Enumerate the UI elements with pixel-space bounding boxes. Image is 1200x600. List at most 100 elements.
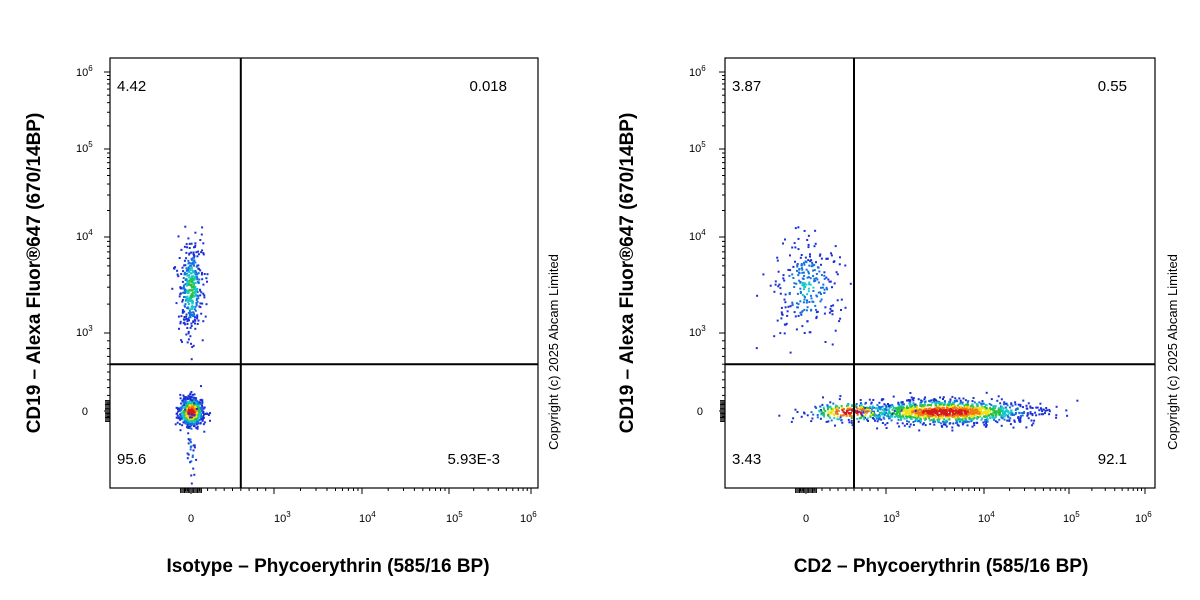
event-dot [806,299,809,302]
event-dot [194,277,197,280]
event-dot [978,401,981,404]
event-dot [193,473,196,476]
event-dot [1009,411,1011,414]
event-dot [194,316,196,319]
event-dot [898,407,901,410]
event-dot [929,415,932,418]
event-dot [916,412,918,415]
event-dot [899,416,902,419]
event-dot [183,310,186,313]
event-dot [949,399,952,402]
event-dot [190,402,193,405]
event-dot [864,402,867,405]
event-dot [938,404,941,407]
event-dot [832,407,835,410]
x-tick-label-1e4: 104 [978,510,995,525]
event-dot [981,412,984,415]
event-dot [827,411,830,414]
event-dot [977,407,980,410]
event-dot [914,412,917,415]
event-dot [909,423,912,426]
event-dot [797,274,800,277]
event-dot [1027,402,1030,405]
event-dot [829,401,832,404]
event-dot [800,264,803,267]
event-dot [196,420,199,423]
event-dot [984,408,986,411]
x-axis-tick-labels: 0 103 104 105 106 [803,510,1152,525]
event-dot [1048,413,1051,416]
event-dot [994,412,997,414]
event-dot [932,411,935,414]
event-dot [795,302,798,305]
event-dot [969,407,972,410]
event-dot [1044,412,1046,415]
event-dot [887,403,889,405]
event-dot [947,415,950,418]
event-dot [176,414,179,417]
event-dot [896,407,899,409]
event-dot [797,226,800,229]
event-dot [843,407,845,410]
event-dot [188,280,191,282]
event-dot [834,329,837,332]
event-dot [920,419,922,422]
event-dot [188,289,191,292]
event-dot [888,417,891,420]
event-dot [194,288,197,291]
event-dot [823,277,826,280]
event-dot [198,413,201,415]
event-dot [914,409,917,412]
event-dot [810,420,813,423]
event-dot [898,415,901,418]
event-dot [196,323,199,325]
event-dot [976,403,979,406]
event-dot [933,415,936,418]
event-dot [1066,414,1069,417]
event-dot [185,317,188,320]
event-dot [1025,426,1028,429]
event-dot [985,425,988,428]
event-dot [201,226,204,229]
event-dot [812,286,815,289]
event-dot [919,403,922,406]
event-dot [192,270,195,273]
event-dot [962,397,965,400]
event-dot [1006,419,1009,422]
copyright-notice: Copyright (c) 2025 Abcam Limited [1165,254,1180,450]
event-dot [873,414,876,417]
event-dot [1026,407,1029,410]
event-dot [776,319,779,322]
event-dot [912,421,915,423]
event-dot [194,327,197,330]
event-dot [955,414,958,417]
event-dot [827,407,830,409]
event-dot [958,406,961,409]
event-dot [967,411,970,414]
event-dot [944,400,946,403]
x-tick-label-1e3: 103 [274,510,291,525]
event-dot [183,264,186,267]
event-dot [189,262,192,265]
event-dot [848,421,851,424]
event-dot [194,231,197,234]
y-tick-label-1e4: 104 [689,228,706,243]
event-dot [1014,401,1017,404]
event-dot [198,401,200,404]
event-dot [939,422,942,425]
event-dot [194,242,197,245]
event-dot [180,248,183,251]
event-dot [195,423,198,426]
event-dot [175,416,178,419]
event-dot [201,278,204,281]
event-dot [856,413,859,416]
event-dot [901,407,904,410]
event-dot [181,280,184,283]
event-dot [794,408,797,411]
event-dot [193,399,196,402]
event-dot [960,401,962,404]
event-dot [974,411,977,414]
event-dot [202,283,205,286]
event-dot [181,309,184,311]
event-dot [993,405,995,408]
